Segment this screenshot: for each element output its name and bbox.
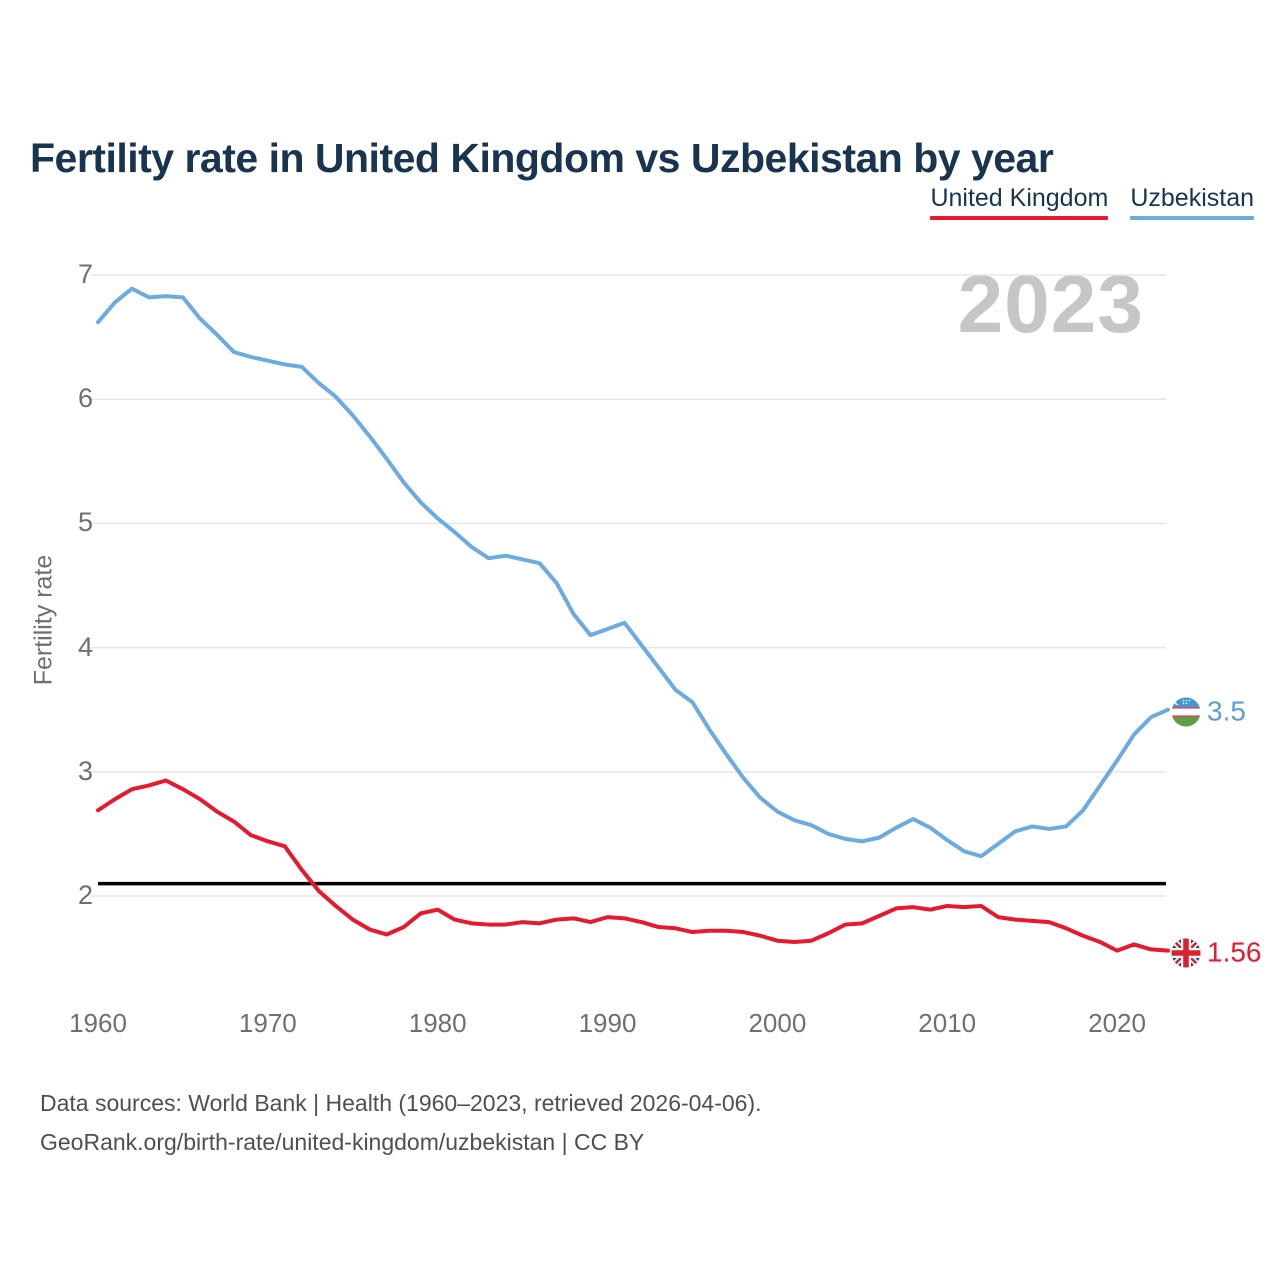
uzbekistan-end-value: 3.5: [1207, 695, 1246, 727]
footer-attribution: GeoRank.org/birth-rate/united-kingdom/uz…: [40, 1129, 645, 1155]
united-kingdom-flag-icon: [1171, 938, 1201, 968]
uzbekistan-flag-icon: [1171, 697, 1201, 727]
x-tick-label: 2020: [1088, 1008, 1146, 1038]
y-tick-label: 5: [77, 507, 93, 538]
legend-label-uzbekistan: Uzbekistan: [1130, 184, 1254, 212]
year-watermark: 2023: [957, 259, 1144, 350]
page-title: Fertility rate in United Kingdom vs Uzbe…: [30, 135, 1054, 182]
legend-label-united-kingdom: United Kingdom: [930, 184, 1109, 212]
y-tick-label: 6: [77, 383, 93, 414]
series-line-uzbekistan: [96, 286, 1170, 859]
legend-underline-united-kingdom: [930, 216, 1109, 220]
x-tick-label: 1970: [238, 1008, 297, 1038]
y-axis-title: Fertility rate: [29, 554, 58, 686]
series-line-united-kingdom: [96, 778, 1170, 953]
footer-data-sources: Data sources: World Bank | Health (1960–…: [40, 1090, 762, 1116]
x-tick-label: 1960: [69, 1008, 127, 1038]
x-tick-label: 1980: [408, 1008, 467, 1038]
y-tick-label: 3: [77, 755, 93, 786]
x-tick-label: 2000: [748, 1008, 807, 1038]
legend-underline-uzbekistan: [1130, 216, 1254, 220]
legend-item-uzbekistan[interactable]: Uzbekistan: [1130, 184, 1254, 220]
y-tick-label: 7: [77, 259, 93, 289]
y-tick-label: 2: [77, 880, 93, 910]
legend: United Kingdom Uzbekistan: [930, 184, 1254, 220]
united-kingdom-end-value: 1.56: [1207, 936, 1262, 968]
legend-item-united-kingdom[interactable]: United Kingdom: [930, 184, 1109, 220]
footer: Data sources: World Bank | Health (1960–…: [40, 1084, 762, 1162]
y-tick-label: 4: [77, 631, 93, 662]
x-tick-label: 1990: [578, 1008, 637, 1038]
x-tick-label: 2010: [918, 1008, 977, 1038]
